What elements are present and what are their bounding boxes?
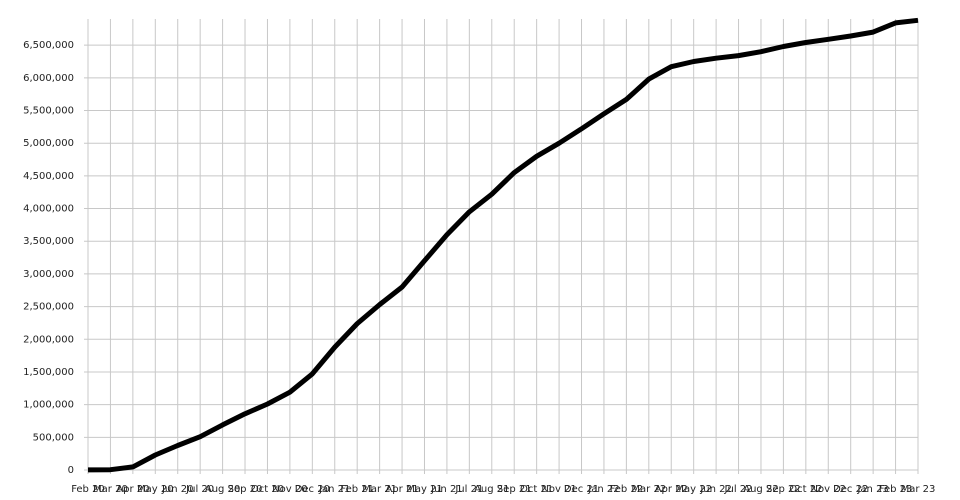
x-tick-label: Aug 21 xyxy=(474,484,509,495)
x-tick-label: Nov 20 xyxy=(272,484,307,495)
y-tick-label: 3,500,000 xyxy=(23,236,74,247)
x-tick-label: Mar 21 xyxy=(362,484,397,495)
x-tick-label: Feb 23 xyxy=(879,484,913,495)
x-tick-label: Dec 20 xyxy=(295,484,330,495)
y-tick-label: 5,500,000 xyxy=(23,106,74,117)
y-tick-label: 4,000,000 xyxy=(23,204,74,215)
x-tick-label: Nov 21 xyxy=(541,484,576,495)
y-tick-label: 2,000,000 xyxy=(23,334,74,345)
x-tick-label: Mar 22 xyxy=(631,484,666,495)
x-tick-label: Jun 21 xyxy=(430,484,463,495)
x-tick-label: Mar 23 xyxy=(901,484,936,495)
y-tick-label: 2,500,000 xyxy=(23,302,74,313)
y-tick-label: 5,000,000 xyxy=(23,138,74,149)
x-tick-label: Jun 22 xyxy=(699,484,732,495)
data-line xyxy=(87,17,919,473)
x-tick-label: Sep 21 xyxy=(497,484,532,495)
y-tick-label: 500,000 xyxy=(33,432,74,443)
y-tick-label: 0 xyxy=(68,465,74,476)
x-tick-label: May 21 xyxy=(406,484,443,495)
x-tick-label: Feb 20 xyxy=(71,484,105,495)
x-tick-label: Aug 22 xyxy=(743,484,778,495)
y-tick-label: 6,500,000 xyxy=(23,40,74,51)
x-tick-label: Jan 23 xyxy=(856,484,888,495)
x-tick-label: Feb 21 xyxy=(340,484,374,495)
x-tick-label: May 20 xyxy=(137,484,174,495)
x-tick-label: Dec 22 xyxy=(833,484,868,495)
y-tick-label: 4,500,000 xyxy=(23,171,74,182)
x-tick-label: Aug 20 xyxy=(205,484,240,495)
y-tick-label: 6,000,000 xyxy=(23,73,74,84)
x-tick-label: Sep 20 xyxy=(228,484,263,495)
x-tick-label: Sep 22 xyxy=(766,484,801,495)
x-tick-label: Jun 20 xyxy=(161,484,194,495)
x-tick-label: Apr 20 xyxy=(116,484,149,495)
x-tick-label: Dec 21 xyxy=(564,484,599,495)
y-tick-label: 1,000,000 xyxy=(23,400,74,411)
x-tick-label: Nov 22 xyxy=(811,484,846,495)
x-tick-label: Jan 22 xyxy=(587,484,619,495)
x-tick-label: Oct 20 xyxy=(251,484,284,495)
x-tick-label: Oct 21 xyxy=(520,484,553,495)
x-tick-label: Apr 21 xyxy=(385,484,418,495)
x-tick-label: Jul 22 xyxy=(724,484,753,495)
y-tick-label: 3,000,000 xyxy=(23,269,74,280)
x-tick-label: Jul 20 xyxy=(185,484,214,495)
x-tick-label: Oct 22 xyxy=(789,484,822,495)
x-tick-label: Apr 22 xyxy=(655,484,688,495)
x-tick-label: Jul 21 xyxy=(454,484,483,495)
x-tick-label: May 22 xyxy=(675,484,712,495)
y-tick-label: 1,500,000 xyxy=(23,367,74,378)
x-tick-label: Mar 20 xyxy=(93,484,128,495)
x-tick-label: Jan 21 xyxy=(318,484,350,495)
x-tick-label: Feb 22 xyxy=(610,484,644,495)
